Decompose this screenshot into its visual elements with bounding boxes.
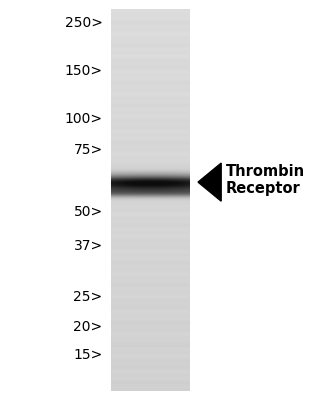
Text: 100>: 100> <box>64 112 103 126</box>
Text: 50>: 50> <box>74 205 103 219</box>
Text: 37>: 37> <box>74 239 103 253</box>
Text: 150>: 150> <box>64 64 103 78</box>
Text: Thrombin
Receptor: Thrombin Receptor <box>226 164 305 196</box>
Polygon shape <box>198 163 221 201</box>
Text: 15>: 15> <box>73 348 103 362</box>
Text: 75>: 75> <box>74 143 103 157</box>
Text: 250>: 250> <box>65 16 103 30</box>
Text: 25>: 25> <box>74 290 103 304</box>
Text: 20>: 20> <box>74 320 103 334</box>
